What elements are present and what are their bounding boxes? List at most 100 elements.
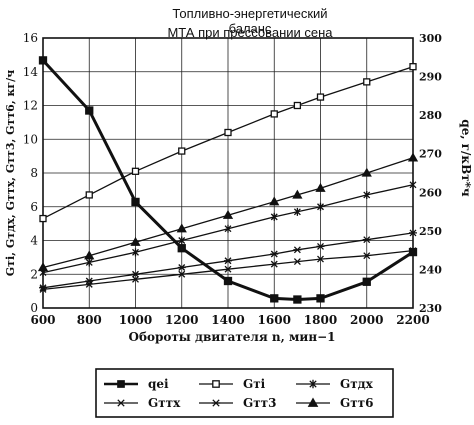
data-point <box>222 209 234 219</box>
marker-shape <box>178 236 186 245</box>
marker-shape <box>361 167 372 177</box>
chart-subtitle: МТА при прессовании сена <box>167 25 333 40</box>
data-point <box>270 260 278 268</box>
x-tick-label: 1800 <box>304 313 337 327</box>
marker-shape <box>269 196 280 206</box>
data-point <box>223 276 233 286</box>
series-gтт6-group <box>37 152 419 272</box>
legend-item: Gтт6 <box>296 396 373 410</box>
marker-shape <box>270 294 279 303</box>
data-point <box>178 236 186 245</box>
marker-shape <box>316 294 325 303</box>
data-point <box>293 295 302 304</box>
y-right-tick-label: 280 <box>419 109 442 122</box>
data-point <box>85 258 93 267</box>
data-point <box>38 56 48 65</box>
y-right-tick-label: 290 <box>419 71 442 84</box>
data-point <box>363 78 371 86</box>
marker-shape <box>408 247 418 257</box>
data-point <box>363 252 371 260</box>
data-point <box>293 101 302 110</box>
marker-shape <box>177 244 186 253</box>
legend-marker <box>211 399 221 407</box>
marker-shape <box>117 380 125 388</box>
legend-item: Gтт3 <box>199 396 276 410</box>
series-line <box>42 157 414 269</box>
legend-item: Gттх <box>104 396 181 410</box>
marker-shape <box>293 246 302 254</box>
marker-shape <box>293 207 301 216</box>
marker-shape <box>224 257 232 265</box>
series-gтт3-group <box>39 229 417 292</box>
data-point <box>85 106 94 115</box>
marker-shape <box>131 167 140 175</box>
legend-label: qei <box>148 377 169 391</box>
marker-shape <box>178 270 186 278</box>
data-point <box>178 147 186 155</box>
series-qei-group <box>38 56 418 304</box>
marker-shape <box>39 284 47 292</box>
x-tick-label: 1200 <box>165 313 198 327</box>
legend-label: Gтдх <box>340 377 374 391</box>
legend-label: Gтт6 <box>340 396 373 410</box>
grid-lines <box>42 37 414 309</box>
data-point <box>362 236 371 244</box>
data-point <box>132 248 139 257</box>
series-line <box>42 232 414 289</box>
series-gтi-group <box>39 63 417 223</box>
marker-shape <box>270 212 278 221</box>
marker-shape <box>409 180 417 189</box>
marker-shape <box>270 260 278 268</box>
data-point <box>131 270 140 278</box>
data-point <box>293 258 301 266</box>
x-tick-label: 1000 <box>119 313 152 327</box>
marker-shape <box>37 262 49 272</box>
legend-frame <box>95 368 394 418</box>
y-right-tick-label: 300 <box>419 32 442 45</box>
y-right-tick-label: 270 <box>419 148 442 161</box>
y-left-tick-label: 6 <box>30 200 38 214</box>
marker-shape <box>363 252 371 260</box>
data-point <box>270 212 278 221</box>
marker-shape <box>363 78 371 86</box>
marker-shape <box>132 275 139 283</box>
data-point <box>224 224 232 233</box>
y-left-tick-label: 8 <box>30 166 38 180</box>
data-point <box>315 182 326 192</box>
data-point <box>269 196 280 206</box>
marker-shape <box>293 295 302 304</box>
marker-shape <box>178 147 186 155</box>
data-point <box>317 202 324 211</box>
y-left-tick-label: 16 <box>23 31 38 45</box>
data-point <box>292 189 303 199</box>
data-point <box>224 257 232 265</box>
marker-shape <box>131 197 140 207</box>
data-point <box>130 236 141 246</box>
data-point <box>132 275 139 283</box>
data-point <box>270 110 278 118</box>
marker-shape <box>211 399 221 407</box>
data-point <box>316 294 325 303</box>
marker-shape <box>363 190 371 199</box>
x-tick-label: 600 <box>30 313 55 327</box>
marker-shape <box>85 191 93 199</box>
marker-shape <box>130 236 141 246</box>
data-point <box>316 242 325 250</box>
data-point <box>409 63 417 71</box>
data-point <box>177 264 186 271</box>
series-line <box>42 249 414 291</box>
marker-shape <box>316 242 325 250</box>
data-point <box>409 247 417 255</box>
y-right-tick-label: 230 <box>419 302 442 315</box>
marker-shape <box>293 258 301 266</box>
y-right-tick-label: 260 <box>419 186 442 199</box>
legend-marker <box>307 397 319 407</box>
marker-shape <box>317 255 324 263</box>
data-point <box>177 244 186 253</box>
data-point <box>224 128 232 137</box>
marker-shape <box>224 128 232 137</box>
marker-shape <box>407 152 419 162</box>
x-tick-label: 2200 <box>396 313 429 327</box>
data-point <box>293 207 301 216</box>
